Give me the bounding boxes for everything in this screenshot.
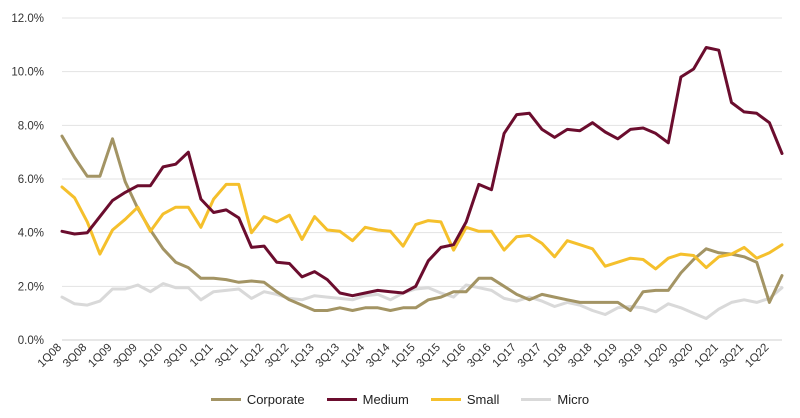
x-tick-label: 1Q11 [188,342,216,370]
x-tick-label: 1Q16 [440,342,468,370]
x-tick-label: 1Q19 [592,342,620,370]
y-axis-tick-labels: 0.0% 2.0% 4.0% 6.0% 8.0% 10.0% 12.0% [11,13,44,347]
x-tick-label: 3Q12 [263,342,291,370]
x-tick-label: 1Q10 [137,342,165,370]
x-tick-label: 3Q14 [364,341,393,370]
chart-legend: Corporate Medium Small Micro [0,392,800,407]
y-tick-label: 0.0% [18,335,44,347]
x-tick-label: 3Q18 [566,342,594,370]
x-tick-label: 3Q20 [667,342,695,370]
x-tick-label: 3Q15 [415,342,443,370]
x-tick-label: 1Q21 [693,342,721,370]
x-tick-label: 3Q10 [162,342,190,370]
y-tick-label: 4.0% [18,228,44,240]
x-tick-label: 3Q11 [213,342,241,370]
y-tick-label: 10.0% [11,67,44,79]
x-tick-label: 3Q17 [516,342,544,370]
legend-swatch-corporate [210,398,241,401]
x-tick-label: 1Q17 [490,342,518,370]
legend-swatch-small [430,398,461,401]
series-line-small [60,182,784,271]
series-lines [60,46,784,320]
legend-item-small: Small [430,392,500,407]
x-tick-label: 3Q19 [617,342,645,370]
x-axis-tick-labels: 1Q083Q081Q093Q091Q103Q101Q113Q111Q123Q12… [36,341,772,370]
legend-label-corporate: Corporate [246,392,305,407]
series-line-micro [60,282,784,320]
x-tick-label: 1Q14 [339,341,368,370]
legend-item-medium: Medium [326,392,409,407]
legend-swatch-micro [521,398,552,401]
y-tick-label: 12.0% [11,13,44,25]
legend-swatch-medium [326,398,357,401]
legend-item-micro: Micro [521,392,589,407]
x-tick-label: 1Q13 [288,342,316,370]
x-tick-label: 1Q20 [642,342,670,370]
x-tick-label: 1Q15 [389,342,417,370]
x-tick-label: 3Q09 [112,342,140,370]
x-tick-label: 1Q22 [743,342,771,370]
legend-label-medium: Medium [362,392,409,407]
y-tick-label: 8.0% [18,120,44,132]
y-tick-label: 6.0% [18,174,44,186]
x-tick-label: 1Q12 [238,342,266,370]
grid-lines [62,17,782,341]
x-tick-label: 1Q09 [86,342,114,370]
x-tick-label: 3Q16 [465,342,493,370]
legend-label-small: Small [466,392,500,407]
x-tick-label: 3Q21 [718,342,746,370]
x-tick-label: 3Q13 [314,342,342,370]
legend-item-corporate: Corporate [210,392,305,407]
x-tick-label: 1Q18 [541,342,569,370]
y-tick-label: 2.0% [18,281,44,293]
series-line-corporate [60,134,784,312]
x-tick-label: 3Q08 [61,342,89,370]
series-line-medium [60,46,784,298]
legend-label-micro: Micro [557,392,590,407]
